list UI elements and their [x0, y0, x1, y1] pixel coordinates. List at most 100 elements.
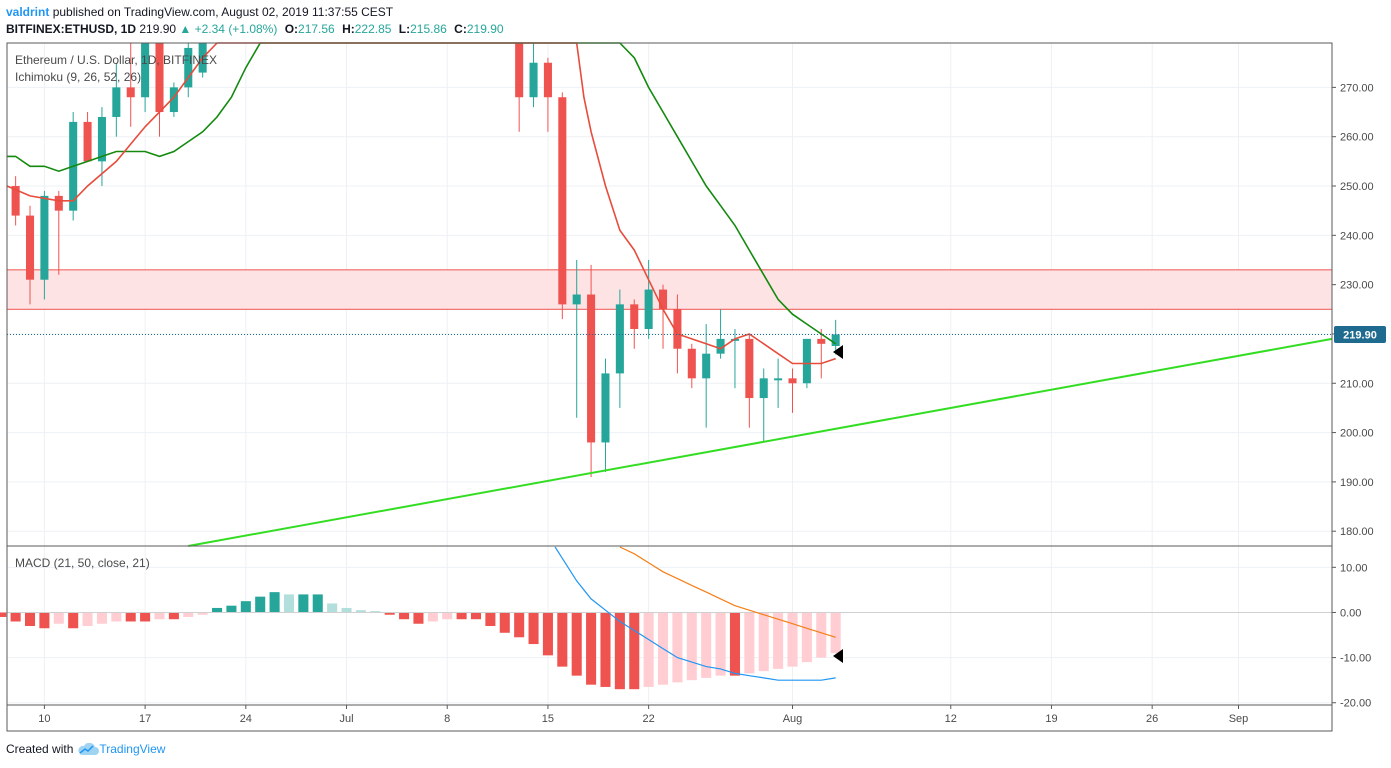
candle [831, 319, 840, 355]
price-tick-label: 180.00 [1340, 526, 1374, 538]
macd-bar [384, 612, 395, 615]
chart-frame [6, 42, 1333, 732]
macd-bar [456, 612, 467, 620]
time-tick-label: 26 [1146, 713, 1158, 725]
candle-body [630, 304, 639, 330]
macd-bar [312, 594, 323, 613]
macd-bar [327, 603, 338, 613]
macd-bar [427, 612, 438, 622]
chart-title: Ethereum / U.S. Dollar, 1D, BITFINEX [15, 53, 217, 67]
candles-group [11, 43, 840, 477]
footer: Created with TradingView [6, 742, 165, 756]
price-tick-label: 270.00 [1340, 82, 1374, 94]
macd-bar [528, 612, 539, 645]
macd-bar [154, 612, 165, 620]
macd-bar [96, 612, 107, 624]
last-price-badge-text: 219.90 [1343, 329, 1377, 341]
macd-bar [226, 605, 237, 613]
candle [40, 190, 49, 300]
low-value: 215.86 [410, 22, 447, 36]
macd-bar [571, 612, 582, 676]
high-value: 222.85 [354, 22, 392, 36]
candle-body [687, 348, 696, 379]
price-tick-label: 250.00 [1340, 181, 1374, 193]
candle-body [774, 378, 783, 381]
macd-bar [197, 612, 208, 615]
macd-bar [212, 607, 223, 613]
macd-bar [24, 612, 36, 626]
macd-line [554, 546, 836, 681]
candle-body [40, 195, 49, 280]
macd-bar [715, 612, 726, 676]
candle [759, 368, 768, 443]
macd-bar [830, 612, 841, 654]
cloud-icon [78, 742, 100, 755]
candle-body [97, 116, 106, 162]
candle-body [831, 334, 840, 346]
candle-body [673, 309, 682, 349]
high-label: H: [342, 22, 355, 36]
candle-body [184, 47, 193, 88]
open-label: O: [284, 22, 299, 36]
candle-body [169, 87, 178, 113]
candle-body [155, 43, 164, 113]
symbol-info: BITFINEX:ETHUSD, 1D 219.90 ▲ +2.34 (+1.0… [6, 22, 504, 36]
macd-bar [672, 612, 683, 683]
candle [788, 368, 797, 413]
candle [25, 205, 35, 305]
macd-bar [283, 594, 295, 613]
candle [687, 343, 696, 389]
low-label: L: [398, 22, 411, 36]
close-label: C: [454, 22, 467, 36]
symbol-name: BITFINEX:ETHUSD, 1D [6, 22, 137, 36]
ichimoku-conversion-line [6, 42, 836, 365]
candle [543, 57, 552, 132]
macd-bar [801, 612, 812, 663]
price-marker-icon [833, 345, 843, 359]
price-tick-label: 190.00 [1340, 477, 1374, 489]
time-tick-label: Jul [339, 713, 353, 725]
candle-body [83, 121, 92, 162]
candle-body [11, 186, 20, 216]
macd-bar [168, 612, 179, 620]
macd-bar [10, 612, 21, 622]
time-tick-label: 12 [945, 713, 957, 725]
candle-body [759, 378, 768, 399]
candle [126, 43, 135, 127]
macd-bar [729, 612, 740, 676]
published-text: published on TradingView.com, August 02,… [52, 5, 394, 19]
macd-bar [643, 612, 654, 687]
macd-bar [53, 612, 64, 624]
candle-body [817, 338, 826, 344]
macd-bar [82, 612, 93, 626]
macd-bar [701, 612, 712, 678]
candle-body [515, 43, 524, 98]
candle-body [126, 87, 135, 98]
time-tick-label: 22 [643, 713, 655, 725]
candle [169, 82, 178, 117]
candle [558, 92, 567, 320]
macd-bar [787, 612, 798, 667]
price-tick-label: 210.00 [1340, 378, 1374, 390]
macd-bar [255, 596, 266, 613]
candle [774, 358, 783, 408]
candle-body [572, 294, 581, 305]
macd-tick-label: -10.00 [1340, 653, 1371, 665]
candle-body [529, 62, 538, 98]
candle [529, 43, 538, 108]
tradingview-logo[interactable]: TradingView [77, 742, 165, 756]
macd-bar [370, 611, 381, 613]
candle-body [141, 43, 150, 98]
candle [83, 112, 92, 162]
candle [630, 299, 639, 349]
macd-bar [413, 612, 424, 624]
macd-tick-label: 0.00 [1340, 607, 1361, 619]
author-name[interactable]: valdrint [6, 5, 50, 19]
macd-bar [0, 612, 7, 617]
candle [587, 264, 596, 477]
candle [745, 333, 754, 428]
macd-bar [341, 607, 352, 613]
candle [716, 309, 725, 359]
candle [112, 62, 121, 137]
